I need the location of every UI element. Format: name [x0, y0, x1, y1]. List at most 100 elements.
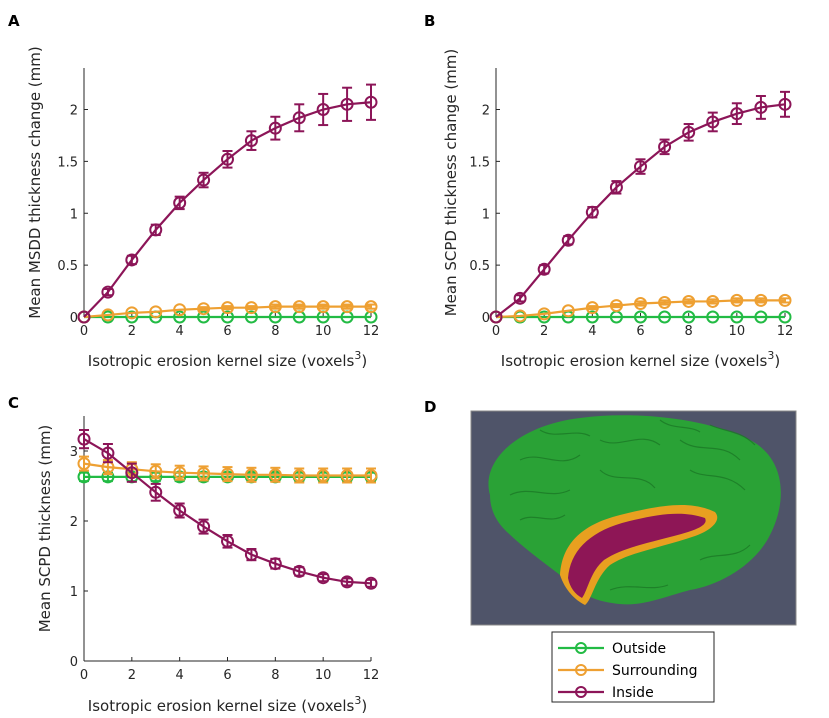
x-tick-label: 8 [685, 324, 693, 339]
data-point [561, 233, 575, 247]
x-axis-label-close: ) [774, 352, 780, 370]
x-tick-label: 4 [588, 324, 596, 339]
data-point [316, 469, 330, 482]
data-point [364, 576, 378, 590]
data-point [706, 115, 720, 129]
data-point [778, 310, 792, 324]
data-point [340, 469, 354, 482]
data-point [77, 457, 91, 471]
x-axis-label: Isotropic erosion kernel size (voxels3) [88, 694, 367, 715]
data-point [197, 466, 211, 480]
data-point [658, 140, 672, 154]
panel-label-b: B [424, 12, 435, 30]
data-point [634, 160, 647, 174]
data-point [197, 310, 211, 324]
data-point [364, 469, 378, 482]
legend-entry-inside: Inside [558, 685, 654, 701]
data-point [778, 97, 792, 111]
data-point [292, 111, 306, 125]
data-point [340, 575, 354, 589]
y-axis-label: Mean SCPD thickness (mm) [36, 425, 54, 633]
y-tick-label: 0.5 [57, 259, 78, 274]
x-tick-label: 10 [315, 324, 332, 339]
series-surrounding [77, 300, 378, 324]
x-tick-label: 2 [540, 324, 548, 339]
y-tick-label: 1 [482, 207, 490, 222]
data-point [149, 305, 163, 319]
y-axis-label: Mean MSDD thickness change (mm) [26, 46, 44, 319]
data-point [173, 310, 187, 324]
y-tick-label: 1.5 [57, 155, 78, 170]
x-tick-label: 0 [492, 324, 500, 339]
series-inside [77, 429, 378, 590]
data-point [513, 309, 527, 323]
data-point [706, 310, 720, 324]
x-axis-label-superscript: 3 [354, 694, 361, 707]
panel-label-d: D [424, 398, 436, 416]
series-surrounding [489, 293, 792, 324]
x-axis-label-text: Isotropic erosion kernel size (voxels [501, 352, 768, 370]
data-point [197, 173, 211, 187]
data-point [585, 205, 599, 219]
x-tick-label: 6 [223, 668, 231, 683]
data-point [173, 196, 187, 210]
data-point [292, 300, 306, 314]
data-point [537, 307, 551, 321]
x-tick-label: 12 [777, 324, 794, 339]
data-point [340, 300, 354, 314]
data-point [244, 468, 258, 482]
data-point [197, 520, 211, 534]
data-point [316, 571, 330, 585]
data-point [77, 432, 91, 446]
data-point [682, 294, 696, 308]
data-point [221, 152, 234, 166]
chart-panel-a: 0 2 4 6 8 10 12 0 0.5 1 1.5 2 Isotropic erosion kern… [26, 46, 379, 370]
x-tick-label: 8 [271, 668, 279, 683]
data-point [730, 293, 744, 307]
data-point [778, 293, 792, 307]
data-point [221, 467, 234, 481]
data-point [149, 223, 163, 237]
data-point [197, 302, 211, 316]
x-tick-label: 4 [176, 668, 184, 683]
series-line [83, 438, 372, 585]
x-axis-label-close: ) [361, 352, 367, 370]
data-point [658, 295, 672, 309]
legend: Outside Surrounding Inside [551, 631, 715, 703]
series-line [83, 101, 372, 318]
y-tick-label: 1 [70, 207, 78, 222]
data-point [682, 125, 696, 139]
panel-label-c: C [8, 394, 19, 412]
data-point [316, 103, 330, 116]
legend-entry-surrounding: Surrounding [558, 663, 698, 679]
data-point [221, 534, 234, 548]
data-point [221, 301, 234, 315]
x-axis-label-superscript: 3 [354, 349, 361, 362]
data-point [101, 285, 115, 299]
data-point [634, 310, 647, 324]
data-point [292, 564, 306, 578]
y-tick-label: 2 [70, 104, 78, 119]
x-tick-label: 10 [315, 668, 332, 683]
panel-label-a: A [8, 12, 20, 30]
brain-render-panel [470, 410, 797, 626]
x-tick-label: 6 [636, 324, 644, 339]
data-point [364, 95, 378, 109]
data-point [489, 310, 503, 324]
x-axis-label-close: ) [361, 697, 367, 715]
data-point [268, 468, 282, 482]
y-tick-label: 2 [482, 104, 490, 119]
legend-label: Surrounding [612, 663, 698, 679]
x-axis-label: Isotropic erosion kernel size (voxels3) [501, 349, 780, 370]
legend-label: Outside [612, 641, 666, 657]
series-inside [489, 90, 792, 324]
series-inside [77, 83, 378, 324]
brain-sulci [509, 419, 756, 591]
data-point [609, 180, 623, 194]
legend-marker [575, 642, 587, 654]
legend-label: Inside [612, 685, 654, 701]
data-point [513, 291, 527, 305]
data-point [316, 300, 330, 314]
